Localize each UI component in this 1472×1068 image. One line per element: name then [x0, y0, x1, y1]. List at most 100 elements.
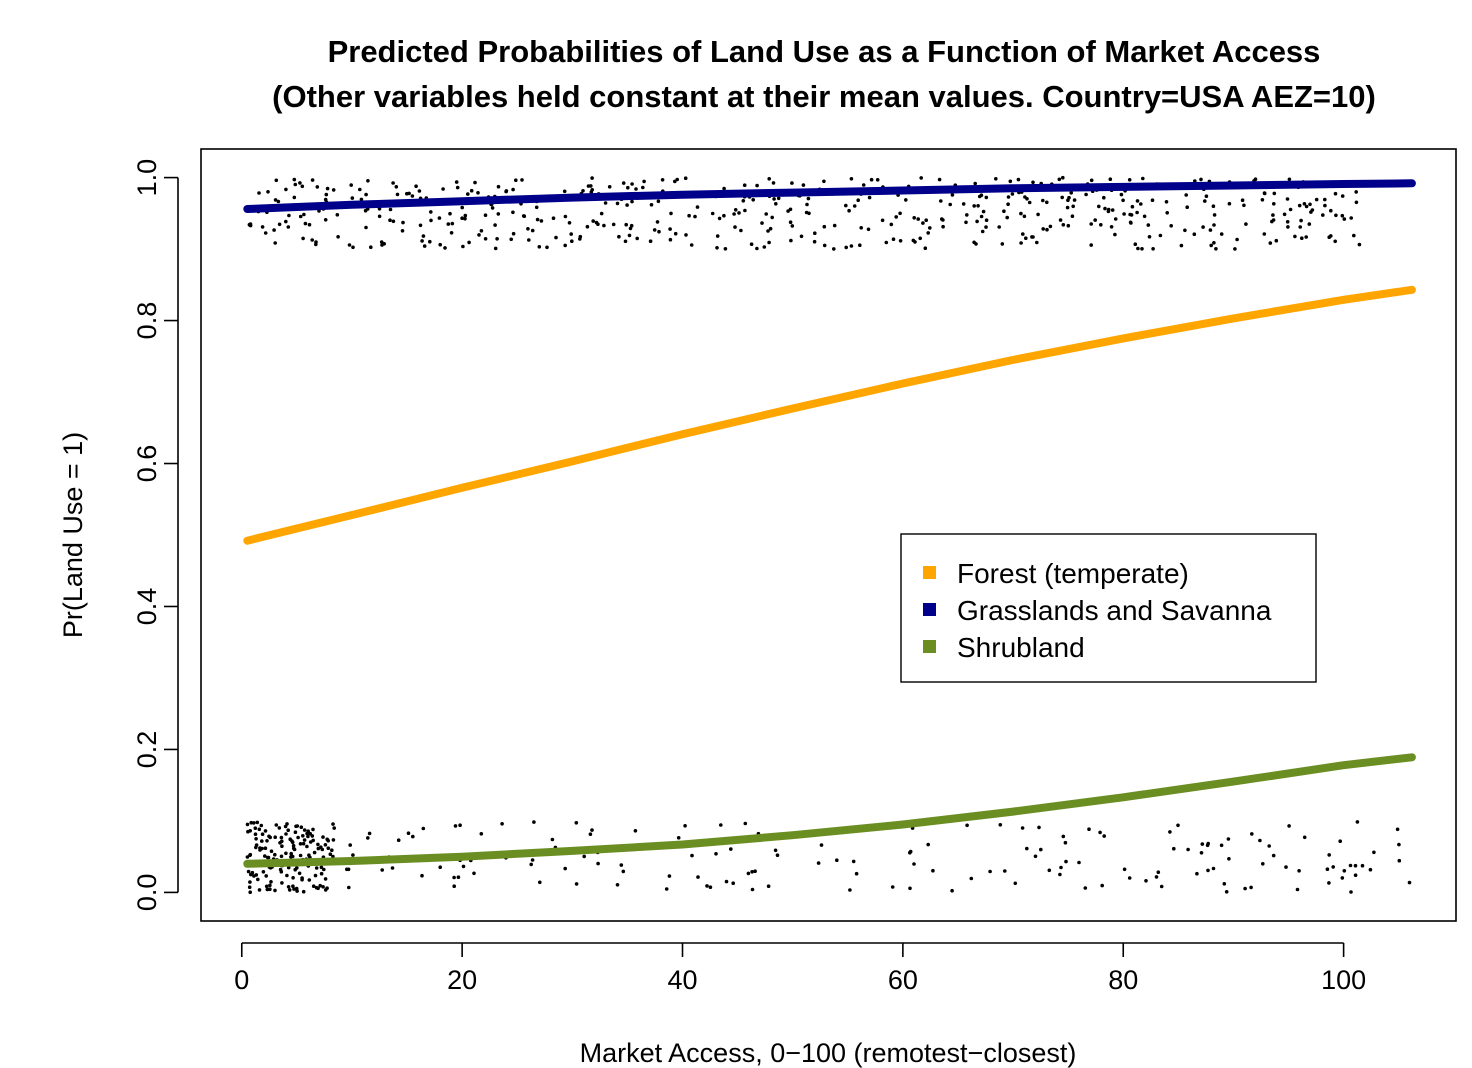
observation-point [1047, 868, 1052, 873]
observation-point [625, 203, 629, 207]
observation-point [984, 218, 989, 222]
series-line-grasslands [243, 179, 1416, 213]
observation-point [1036, 212, 1040, 217]
observation-point [490, 206, 495, 210]
observation-point [1397, 842, 1401, 847]
legend-swatch-grasslands [923, 603, 936, 616]
observation-point [1397, 858, 1402, 863]
observation-point [1258, 838, 1262, 843]
observation-point [285, 873, 289, 878]
observation-point [1342, 217, 1347, 221]
observation-point [786, 209, 790, 213]
observation-point [454, 180, 459, 184]
observation-point [298, 853, 303, 858]
observation-point [1127, 178, 1132, 182]
observation-point [822, 179, 826, 184]
observation-point [849, 244, 854, 248]
y-axis-title: Pr(Land Use = 1) [58, 432, 88, 638]
observation-point [1141, 176, 1145, 181]
observation-point [1395, 827, 1400, 832]
observation-point [248, 222, 253, 226]
observation-point [324, 192, 329, 197]
observation-point [629, 223, 634, 228]
observation-point [511, 210, 515, 215]
observation-point [292, 195, 297, 200]
observation-point [1150, 198, 1155, 202]
observation-point [554, 235, 558, 240]
observation-point [619, 863, 624, 867]
observation-point [642, 179, 646, 184]
observation-point [332, 826, 337, 830]
observation-point [1333, 239, 1337, 244]
observation-point [767, 240, 771, 245]
observation-point [741, 199, 746, 203]
observation-point [347, 885, 351, 890]
observation-point [496, 184, 501, 189]
observation-point [1323, 197, 1327, 202]
observation-point [731, 881, 735, 885]
observation-point [908, 849, 913, 854]
observation-point [928, 226, 932, 230]
observation-point [316, 842, 320, 847]
observation-point [292, 887, 296, 891]
observation-point [1113, 217, 1118, 221]
observation-point [988, 869, 992, 874]
observation-point [406, 831, 411, 835]
observation-point [861, 183, 866, 187]
observation-point [710, 211, 715, 216]
observation-point [1353, 863, 1358, 868]
observation-point [255, 877, 260, 882]
observation-point [286, 885, 291, 889]
observation-point [771, 181, 776, 185]
observation-point [1031, 180, 1035, 185]
observation-point [844, 245, 848, 250]
observation-point [621, 181, 626, 185]
observation-point [522, 214, 527, 218]
observation-point [676, 836, 681, 840]
observation-point [248, 890, 252, 894]
observation-point [755, 183, 759, 188]
observation-point [822, 243, 827, 248]
observation-point [1307, 222, 1312, 226]
observation-point [530, 228, 535, 233]
observation-point [849, 177, 854, 181]
observation-point [496, 212, 501, 216]
observation-point [1354, 200, 1359, 205]
observation-point [260, 225, 265, 229]
observation-point [768, 226, 773, 231]
observation-point [331, 838, 336, 842]
observation-point [291, 846, 296, 851]
observation-point [446, 222, 451, 226]
observation-point [268, 835, 273, 840]
observation-point [1142, 214, 1147, 219]
observation-point [325, 186, 330, 191]
observation-point [696, 875, 700, 879]
observation-point [1287, 824, 1291, 828]
observation-point [1354, 190, 1358, 194]
observation-point [322, 867, 326, 872]
observation-point [633, 829, 638, 833]
x-tick-label: 20 [447, 965, 477, 995]
observation-point [269, 880, 273, 884]
observation-point [331, 822, 335, 826]
observation-point [931, 868, 935, 873]
observation-point [890, 885, 895, 889]
observation-point [1272, 191, 1277, 196]
observation-point [1360, 863, 1365, 868]
observation-point [1010, 192, 1015, 196]
observation-point [1084, 192, 1088, 197]
observation-point [414, 184, 418, 188]
observation-point [1243, 886, 1247, 891]
observation-point [1021, 232, 1025, 236]
observation-point [675, 177, 679, 182]
observation-point [377, 214, 382, 219]
observation-point [912, 862, 916, 866]
observation-point [589, 190, 594, 194]
observation-point [1193, 179, 1197, 183]
observation-point [969, 876, 974, 881]
observation-point [1065, 205, 1070, 210]
observation-point [683, 824, 687, 828]
observation-point [1274, 238, 1279, 243]
observation-point [279, 835, 284, 840]
observation-point [366, 836, 370, 840]
